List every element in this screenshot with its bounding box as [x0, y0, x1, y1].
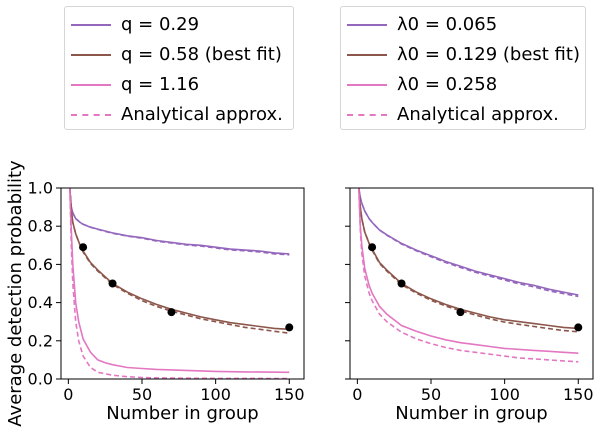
- x-tick-label: 100: [489, 385, 520, 404]
- series-line-1: [69, 188, 290, 331]
- series-line-2: [358, 188, 579, 354]
- legend-right: λ0 = 0.065 λ0 = 0.129 (best fit) λ0 = 0.25…: [340, 6, 586, 130]
- legend-entry: q = 1.16: [65, 71, 293, 99]
- data-point-2: [167, 308, 176, 317]
- legend-entry: λ0 = 0.129 (best fit): [341, 41, 585, 69]
- series-line-approx-4: [358, 188, 579, 333]
- series-group: [69, 188, 290, 379]
- legend-swatch: [347, 54, 387, 56]
- x-axis-label: Number in group: [395, 403, 547, 424]
- chart-panel-left: 0 50 100 150 0.0 0.2 0.4 0.6 0.8 1.0 Number in gro…: [5, 160, 305, 427]
- legend-left: q = 0.29 q = 0.58 (best fit) q = 1.16 Analy…: [64, 6, 294, 130]
- data-point-1: [397, 279, 406, 288]
- chart-panel-right: 0 50 100 150 Number in group: [345, 187, 594, 424]
- legend-entry: Analytical approx.: [341, 101, 585, 129]
- legend-label: Analytical approx.: [121, 104, 283, 125]
- y-tick-label: 1.0: [28, 179, 53, 198]
- x-tick-label: 50: [132, 385, 152, 404]
- x-tick-label: 150: [563, 385, 594, 404]
- legend-swatch: [347, 114, 387, 116]
- x-tick-label: 0: [352, 385, 362, 404]
- series-line-0: [358, 188, 579, 296]
- legend-swatch: [347, 84, 387, 86]
- series-line-approx-5: [69, 188, 290, 379]
- legend-entry: λ0 = 0.065: [341, 11, 585, 39]
- legend-label: q = 0.29: [121, 14, 200, 35]
- x-axis-label: Number in group: [106, 403, 258, 424]
- data-point-1: [108, 279, 117, 288]
- series-line-approx-3: [69, 188, 290, 256]
- series-group: [358, 188, 579, 363]
- y-tick-label: 0.4: [28, 293, 53, 312]
- legend-entry: Analytical approx.: [65, 101, 293, 129]
- series-line-approx-4: [69, 188, 290, 334]
- legend-label: λ0 = 0.258: [397, 74, 498, 95]
- legend-swatch: [71, 54, 111, 56]
- x-tick-label: 50: [421, 385, 441, 404]
- legend-entry: λ0 = 0.258: [341, 71, 585, 99]
- series-line-2: [69, 188, 290, 374]
- y-tick-label: 0.2: [28, 331, 53, 350]
- x-tick-label: 150: [274, 385, 305, 404]
- legend-entry: q = 0.29: [65, 11, 293, 39]
- data-point-3: [574, 323, 583, 332]
- legend-swatch: [347, 24, 387, 26]
- y-tick-label: 0.8: [28, 217, 53, 236]
- legend-label: λ0 = 0.065: [397, 14, 498, 35]
- series-line-1: [358, 188, 579, 330]
- legend-label: q = 0.58 (best fit): [121, 44, 282, 65]
- x-tick-label: 0: [63, 385, 73, 404]
- legend-swatch: [71, 84, 111, 86]
- legend-swatch: [71, 24, 111, 26]
- legend-swatch: [71, 114, 111, 116]
- data-point-0: [368, 243, 377, 252]
- axes-frame: [60, 187, 305, 380]
- legend-label: Analytical approx.: [397, 104, 559, 125]
- legend-label: λ0 = 0.129 (best fit): [397, 44, 580, 65]
- series-line-approx-5: [358, 188, 579, 363]
- data-point-0: [79, 243, 88, 252]
- y-tick-label: 0.6: [28, 255, 53, 274]
- data-point-3: [285, 323, 294, 332]
- legend-label: q = 1.16: [121, 74, 200, 95]
- series-line-approx-3: [358, 188, 579, 298]
- y-tick-label: 0.0: [28, 370, 53, 389]
- axes-frame: [349, 187, 594, 380]
- legend-entry: q = 0.58 (best fit): [65, 41, 293, 69]
- data-point-2: [456, 308, 465, 317]
- y-axis-label: Average detection probability: [5, 160, 26, 427]
- x-tick-label: 100: [200, 385, 231, 404]
